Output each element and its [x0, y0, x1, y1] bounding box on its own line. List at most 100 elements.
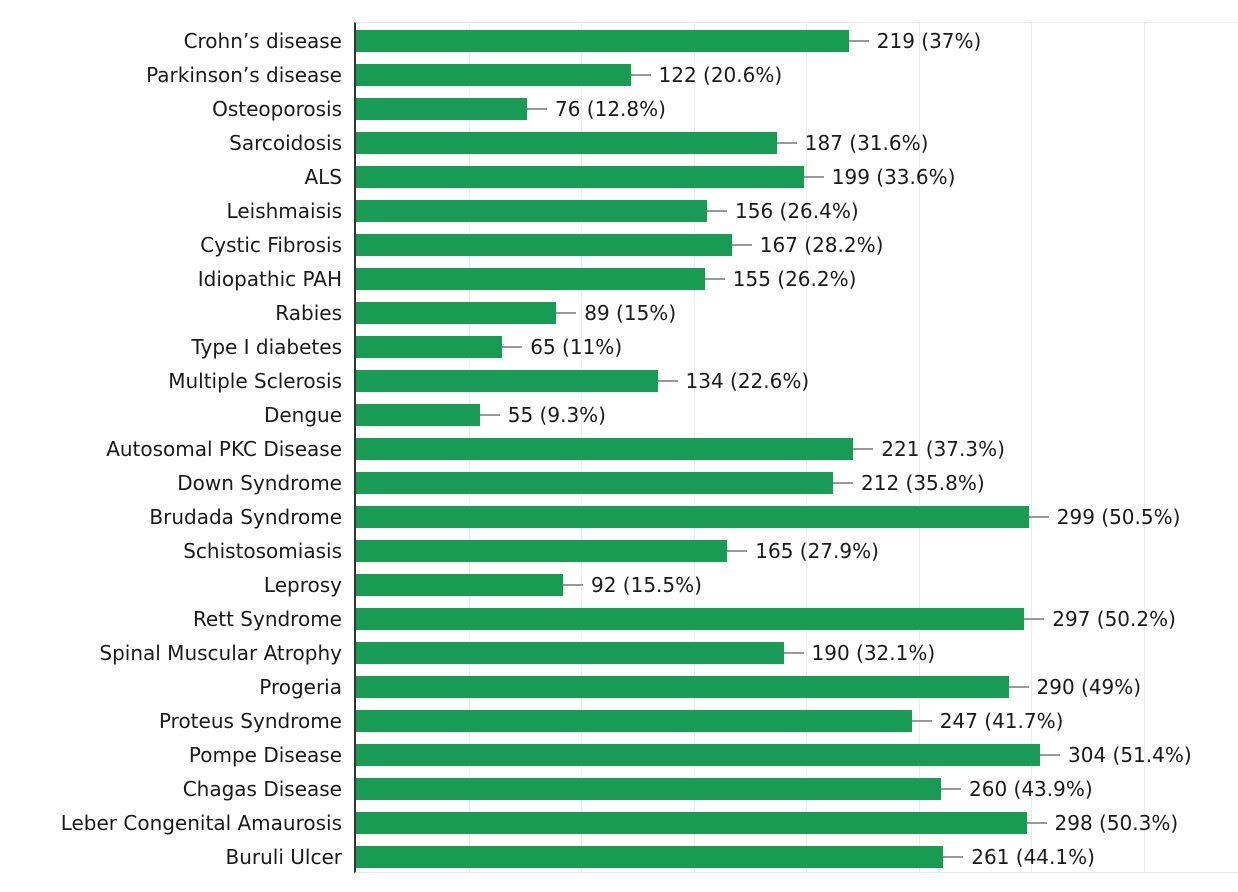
- bar-row: Progeria 290 (49%): [0, 670, 1238, 704]
- bar-row: Pompe Disease 304 (51.4%): [0, 738, 1238, 772]
- bar-row: Schistosomiasis 165 (27.9%): [0, 534, 1238, 568]
- bar: [356, 744, 1040, 766]
- value-label: 304 (51.4%): [1068, 743, 1192, 767]
- value-label: 247 (41.7%): [939, 709, 1064, 733]
- bar-zone: 155 (26.2%): [349, 262, 1238, 296]
- bar: [356, 200, 707, 222]
- value-label: 92 (15.5%): [591, 573, 702, 597]
- bar: [356, 268, 705, 290]
- bar-row: Multiple Sclerosis 134 (22.6%): [0, 364, 1238, 398]
- category-label: Multiple Sclerosis: [168, 369, 342, 393]
- leader-line: [776, 142, 797, 144]
- bar: [356, 506, 1029, 528]
- bar-zone: 299 (50.5%): [349, 500, 1238, 534]
- leader-line: [1008, 686, 1029, 688]
- value-label: 167 (28.2%): [759, 233, 884, 257]
- bar-zone: 134 (22.6%): [349, 364, 1238, 398]
- leader-line: [833, 482, 853, 484]
- leader-line: [657, 380, 678, 382]
- bar-zone: 221 (37.3%): [349, 432, 1238, 466]
- category-label: Cystic Fibrosis: [200, 233, 342, 257]
- bar-row: Chagas Disease 260 (43.9%): [0, 772, 1238, 806]
- bar-zone: 122 (20.6%): [349, 58, 1238, 92]
- bar: [356, 166, 804, 188]
- bar: [356, 438, 854, 460]
- category-label: Leber Congenital Amaurosis: [60, 811, 342, 835]
- category-label: Sarcoidosis: [229, 131, 342, 155]
- bar-row: Spinal Muscular Atrophy 190 (32.1%): [0, 636, 1238, 670]
- bar-row: Leishmaisis 156 (26.4%): [0, 194, 1238, 228]
- category-label: Osteoporosis: [212, 97, 342, 121]
- bar-row: Sarcoidosis 187 (31.6%): [0, 126, 1238, 160]
- bar: [356, 710, 912, 732]
- category-label: Schistosomiasis: [183, 539, 342, 563]
- bar: [356, 404, 480, 426]
- bar-zone: 199 (33.6%): [349, 160, 1238, 194]
- leader-line: [479, 414, 500, 416]
- bar: [356, 812, 1027, 834]
- category-label: Brudada Syndrome: [149, 505, 342, 529]
- category-label: Dengue: [263, 403, 342, 427]
- bar: [356, 574, 563, 596]
- category-label: ALS: [304, 165, 342, 189]
- leader-line: [727, 550, 748, 552]
- bar-row: Rabies 89 (15%): [0, 296, 1238, 330]
- bar-row: Type I diabetes 65 (11%): [0, 330, 1238, 364]
- bar-zone: 247 (41.7%): [349, 704, 1238, 738]
- category-label: Buruli Ulcer: [225, 845, 342, 869]
- value-label: 155 (26.2%): [732, 267, 857, 291]
- category-label: Down Syndrome: [177, 471, 342, 495]
- leader-line: [630, 74, 651, 76]
- category-label: Chagas Disease: [182, 777, 342, 801]
- value-label: 212 (35.8%): [861, 471, 985, 495]
- leader-line: [731, 244, 752, 246]
- leader-line: [704, 278, 725, 280]
- bar-zone: 212 (35.8%): [349, 466, 1238, 500]
- value-label: 134 (22.6%): [685, 369, 810, 393]
- bar-row: Buruli Ulcer 261 (44.1%): [0, 840, 1238, 874]
- bar-zone: 290 (49%): [349, 670, 1238, 704]
- bar-zone: 156 (26.4%): [349, 194, 1238, 228]
- bar-row: Cystic Fibrosis 167 (28.2%): [0, 228, 1238, 262]
- leader-line: [1028, 516, 1049, 518]
- gridline: [918, 23, 920, 872]
- category-label: Progeria: [259, 675, 342, 699]
- bar-row: Crohn’s disease 219 (37%): [0, 24, 1238, 58]
- bar-rows: Crohn’s disease 219 (37%) Parkinson’s dise…: [0, 24, 1238, 874]
- gridline: [1031, 23, 1032, 872]
- bar-row: Brudada Syndrome 299 (50.5%): [0, 500, 1238, 534]
- bar: [356, 64, 631, 86]
- bar-row: Autosomal PKC Disease 221 (37.3%): [0, 432, 1238, 466]
- bar: [356, 370, 658, 392]
- bar-zone: 55 (9.3%): [349, 398, 1238, 432]
- category-label: Spinal Muscular Atrophy: [99, 641, 342, 665]
- value-label: 298 (50.3%): [1054, 811, 1179, 835]
- value-label: 260 (43.9%): [969, 777, 1093, 801]
- leader-line: [803, 176, 824, 178]
- value-label: 290 (49%): [1036, 675, 1142, 699]
- category-label: Proteus Syndrome: [158, 709, 342, 733]
- leader-line: [941, 788, 961, 790]
- value-label: 190 (32.1%): [811, 641, 936, 665]
- bar-row: Dengue 55 (9.3%): [0, 398, 1238, 432]
- leader-line: [1040, 754, 1060, 756]
- value-label: 187 (31.6%): [804, 131, 929, 155]
- leader-line: [783, 652, 804, 654]
- category-label: Leishmaisis: [226, 199, 342, 223]
- bar-zone: 304 (51.4%): [349, 738, 1238, 772]
- leader-line: [563, 584, 583, 586]
- leader-line: [1024, 618, 1045, 620]
- bar: [356, 778, 941, 800]
- leader-line: [556, 312, 577, 314]
- bar-zone: 65 (11%): [349, 330, 1238, 364]
- leader-line: [911, 720, 932, 722]
- leader-line: [848, 40, 869, 42]
- value-label: 156 (26.4%): [735, 199, 859, 223]
- category-label: Autosomal PKC Disease: [106, 437, 342, 461]
- value-label: 89 (15%): [584, 301, 677, 325]
- bar: [356, 642, 784, 664]
- value-label: 221 (37.3%): [881, 437, 1005, 461]
- leader-line: [707, 210, 727, 212]
- value-label: 261 (44.1%): [971, 845, 1095, 869]
- bar: [356, 234, 732, 256]
